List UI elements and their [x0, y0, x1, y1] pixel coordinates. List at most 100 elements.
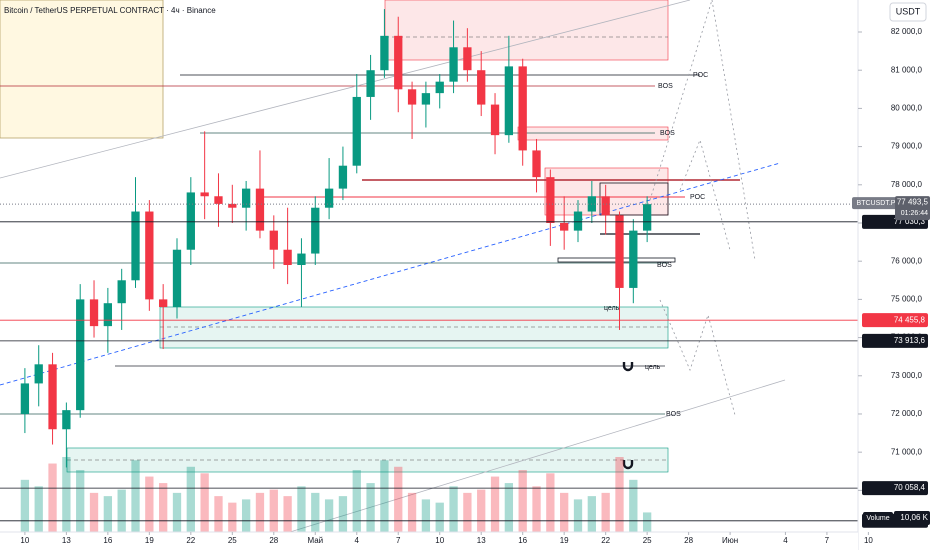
candle-body — [62, 410, 71, 430]
candle-body — [338, 165, 348, 189]
supply-zone — [517, 126, 669, 141]
candle-body — [352, 96, 361, 166]
x-tick-label: 10 — [435, 536, 444, 545]
candle-body — [573, 211, 583, 231]
candle-body — [311, 207, 320, 254]
candle-body — [172, 249, 182, 308]
range-box — [599, 182, 669, 216]
axes: 70 000,071 000,072 000,073 000,074 000,0… — [20, 27, 930, 545]
volume-bar — [159, 483, 168, 532]
candle-body — [407, 89, 417, 105]
annotation: BOS — [660, 130, 675, 137]
candle-body — [615, 215, 624, 288]
y-tick-label: 80 000,0 — [891, 104, 923, 113]
x-tick-label: 7 — [825, 536, 830, 545]
x-tick-label: 13 — [477, 536, 486, 545]
x-tick-label: 22 — [601, 536, 610, 545]
volume-bar — [255, 492, 265, 532]
candle-body — [34, 364, 43, 384]
y-tick-label: 75 000,0 — [891, 294, 923, 303]
y-tick-label: 71 000,0 — [891, 447, 923, 456]
volume-bar — [573, 499, 583, 532]
volume-bar — [560, 492, 569, 532]
volume-bar — [407, 492, 417, 532]
volume-bar — [200, 473, 209, 532]
volume-bar — [352, 470, 361, 532]
candle-body — [48, 364, 57, 430]
y-tick-label: 72 000,0 — [891, 409, 923, 418]
trend-line — [289, 379, 786, 533]
candle-body — [241, 188, 251, 208]
volume-bar — [629, 479, 638, 532]
candle-body — [629, 230, 638, 288]
candle-body — [546, 177, 555, 223]
volume-badge-label: 10,06 K — [900, 513, 928, 522]
y-tick-label: 79 000,0 — [891, 142, 923, 151]
y-tick-label: 73 000,0 — [891, 371, 923, 380]
candle-body — [394, 35, 403, 90]
currency-button[interactable] — [889, 2, 927, 22]
volume-bar — [103, 496, 113, 532]
volume-bar — [394, 466, 403, 532]
time-axis — [0, 532, 858, 550]
symbol-label: BTCUSDT.P — [857, 200, 896, 207]
candle-body — [117, 280, 126, 304]
trend-line — [0, 162, 781, 386]
price-badge — [862, 333, 928, 348]
volume-bar — [297, 486, 306, 532]
y-tick-label: 78 000,0 — [891, 180, 923, 189]
annotation: цель — [604, 305, 620, 312]
volume-bar — [145, 476, 154, 532]
volume-bar — [587, 496, 596, 532]
annotation: цель — [645, 364, 661, 371]
price-badge — [862, 481, 928, 496]
x-tick-label: 16 — [518, 536, 527, 545]
annotation: POC — [693, 72, 708, 79]
x-tick-label: 16 — [103, 536, 112, 545]
candle-body — [283, 249, 292, 266]
annotation: BOS — [657, 262, 672, 269]
candle-body — [20, 383, 30, 414]
annotation: BOS — [658, 83, 673, 90]
candle-body — [255, 188, 265, 231]
price-badge-label: 77 030,3 — [894, 217, 926, 226]
x-tick-label: 28 — [684, 536, 693, 545]
volume-bar — [186, 466, 195, 532]
volume-bar — [89, 492, 99, 532]
volume-bar — [504, 483, 514, 532]
price-badge — [862, 313, 928, 328]
candle-body — [145, 211, 154, 300]
volume-bar — [435, 502, 444, 532]
volume-bar — [366, 483, 375, 532]
x-tick-label: 7 — [396, 536, 401, 545]
magnet-icon — [622, 460, 634, 470]
x-tick-label: 19 — [145, 536, 154, 545]
volume-bar — [117, 489, 126, 532]
candle-body — [518, 66, 527, 151]
volume-name: Volume — [866, 515, 889, 522]
candle-body — [214, 196, 223, 204]
volume-bar — [131, 460, 140, 532]
y-tick-label: 76 000,0 — [891, 256, 923, 265]
last-price-badge — [895, 196, 930, 221]
price-axis — [858, 0, 932, 550]
candle-body — [297, 253, 306, 266]
candle-body — [76, 299, 85, 411]
x-tick-label: 4 — [783, 536, 788, 545]
volume-bar — [518, 470, 527, 532]
x-tick-label: 22 — [186, 536, 195, 545]
candle-body — [421, 93, 431, 105]
price-badge-label: 70 058,4 — [894, 483, 926, 492]
demand-zone — [159, 306, 669, 349]
demand-zone — [66, 447, 669, 473]
candle-body — [324, 188, 334, 208]
volume-bar — [532, 486, 541, 532]
candle-body — [449, 47, 458, 82]
volume-name-badge — [863, 512, 893, 524]
candle-body — [601, 196, 610, 216]
volume-bar — [380, 460, 389, 532]
annotation: POC — [690, 194, 705, 201]
candle-body — [560, 222, 569, 231]
volume-bar — [324, 499, 334, 532]
